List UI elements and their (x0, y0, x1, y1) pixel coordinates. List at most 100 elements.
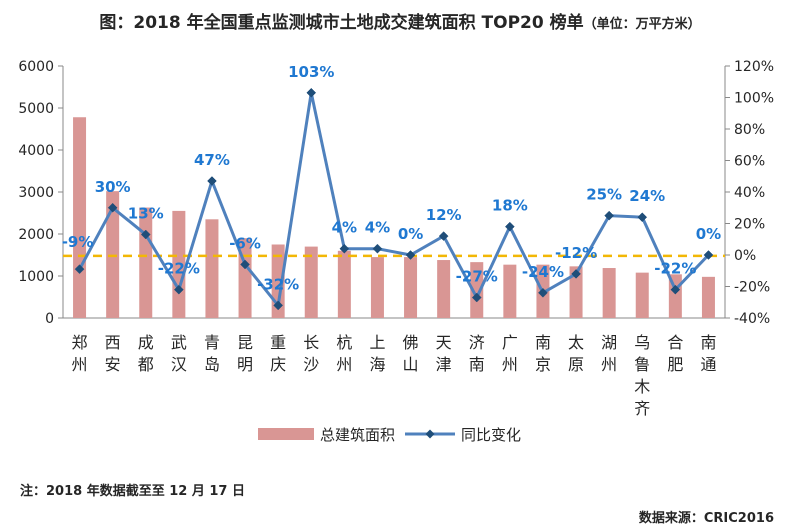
series-point (670, 284, 681, 295)
y-left-tick-label: 0 (45, 311, 54, 327)
footnote: 注：2018 年数据截至至 12 月 17 日 (20, 484, 245, 499)
bar (701, 276, 715, 318)
x-tick-label: 上海 (369, 333, 385, 374)
bar (106, 191, 120, 318)
series-line (78, 92, 710, 309)
y-right-tick-label: 60% (734, 154, 765, 170)
x-tick-label: 乌鲁木齐 (634, 333, 650, 418)
data-label: 4% (365, 219, 390, 237)
y-right-tick-label: -40% (734, 311, 770, 327)
y-left-tick-label: 3000 (18, 185, 54, 201)
x-tick-label: 重庆 (270, 333, 286, 374)
x-tick-label: 南通 (700, 333, 716, 374)
x-tick-label: 青岛 (204, 333, 220, 374)
x-tick-label: 湖州 (601, 333, 617, 374)
bar (370, 257, 384, 318)
data-label: -32% (257, 275, 299, 293)
bar (602, 268, 616, 318)
title-unit: （单位：万平方米） (583, 17, 701, 32)
chart-title: 图：2018 年全国重点监测城市土地成交建筑面积 TOP20 榜单（单位：万平方… (0, 8, 800, 33)
bar (404, 257, 418, 318)
series-point (538, 287, 548, 298)
y-left-tick-label: 2000 (18, 227, 54, 243)
bar (337, 250, 351, 318)
legend-bar-swatch (258, 428, 314, 440)
x-tick-label: 天津 (436, 333, 452, 374)
data-label: -6% (229, 234, 261, 252)
legend-line-marker (425, 429, 435, 439)
legend-line-label: 同比变化 (461, 426, 521, 444)
data-label: 25% (586, 186, 622, 204)
series-point (604, 210, 615, 221)
data-label: 4% (332, 219, 357, 237)
series-point (637, 212, 648, 223)
y-right-tick-label: 100% (734, 91, 774, 107)
data-label: 47% (194, 151, 230, 169)
data-label: 18% (492, 197, 528, 215)
bar (205, 219, 219, 318)
data-label: 12% (426, 206, 462, 224)
series-point (273, 300, 284, 311)
y-right-tick-label: -20% (734, 280, 770, 296)
data-label: 103% (288, 63, 334, 81)
series-point (703, 250, 714, 260)
bar (304, 246, 318, 318)
series-point (571, 269, 581, 279)
series-point (173, 284, 184, 295)
data-label: -9% (62, 233, 94, 251)
legend-bar-label: 总建筑面积 (320, 426, 395, 444)
data-label: 30% (95, 178, 131, 196)
series-point (372, 243, 383, 254)
series-point (504, 221, 515, 232)
title-text: 图：2018 年全国重点监测城市土地成交建筑面积 TOP20 榜单 (99, 13, 584, 33)
y-left-tick-label: 1000 (18, 269, 54, 285)
data-label: -12% (555, 244, 597, 262)
bar (139, 207, 153, 318)
y-right-tick-label: 80% (734, 122, 765, 138)
data-label: 13% (128, 205, 164, 223)
x-tick-label: 南京 (535, 333, 551, 374)
x-tick-label: 太原 (568, 333, 584, 374)
data-label: 0% (696, 225, 721, 243)
bar (569, 266, 583, 318)
data-label: 24% (629, 187, 665, 205)
series-point (306, 87, 317, 98)
x-tick-label: 杭州 (336, 333, 352, 374)
series-point (74, 264, 85, 275)
y-right-tick-label: 40% (734, 185, 765, 201)
bar (503, 264, 517, 318)
x-tick-label: 西安 (105, 333, 121, 374)
bar (73, 117, 87, 319)
bar (470, 262, 484, 318)
x-tick-label: 佛山 (403, 333, 419, 374)
x-tick-label: 济南 (469, 333, 485, 374)
x-tick-label: 长沙 (303, 333, 319, 374)
bar (437, 260, 451, 318)
y-left-tick-label: 6000 (18, 59, 54, 75)
source-note: 数据来源：CRIC2016 (638, 511, 774, 526)
data-label: -24% (522, 263, 564, 281)
data-label: -27% (456, 268, 498, 286)
series-point (438, 231, 449, 241)
data-label: -22% (158, 260, 200, 278)
x-tick-label: 武汉 (171, 333, 187, 374)
x-tick-label: 广州 (502, 333, 518, 374)
series-point (339, 243, 350, 254)
series-point (107, 202, 118, 213)
y-right-tick-label: 120% (734, 59, 774, 75)
data-label: -22% (654, 260, 696, 278)
series-point (405, 250, 416, 260)
bar (635, 272, 649, 318)
series-point (207, 176, 217, 186)
y-left-tick-label: 4000 (18, 143, 54, 159)
series-point (140, 229, 151, 240)
y-right-tick-label: 20% (734, 217, 765, 233)
series-point (240, 259, 250, 270)
x-tick-label: 合肥 (667, 333, 683, 374)
series-point (471, 292, 482, 303)
y-right-tick-label: 0% (734, 248, 756, 264)
y-left-tick-label: 5000 (18, 101, 54, 117)
x-tick-label: 成都 (138, 333, 154, 374)
